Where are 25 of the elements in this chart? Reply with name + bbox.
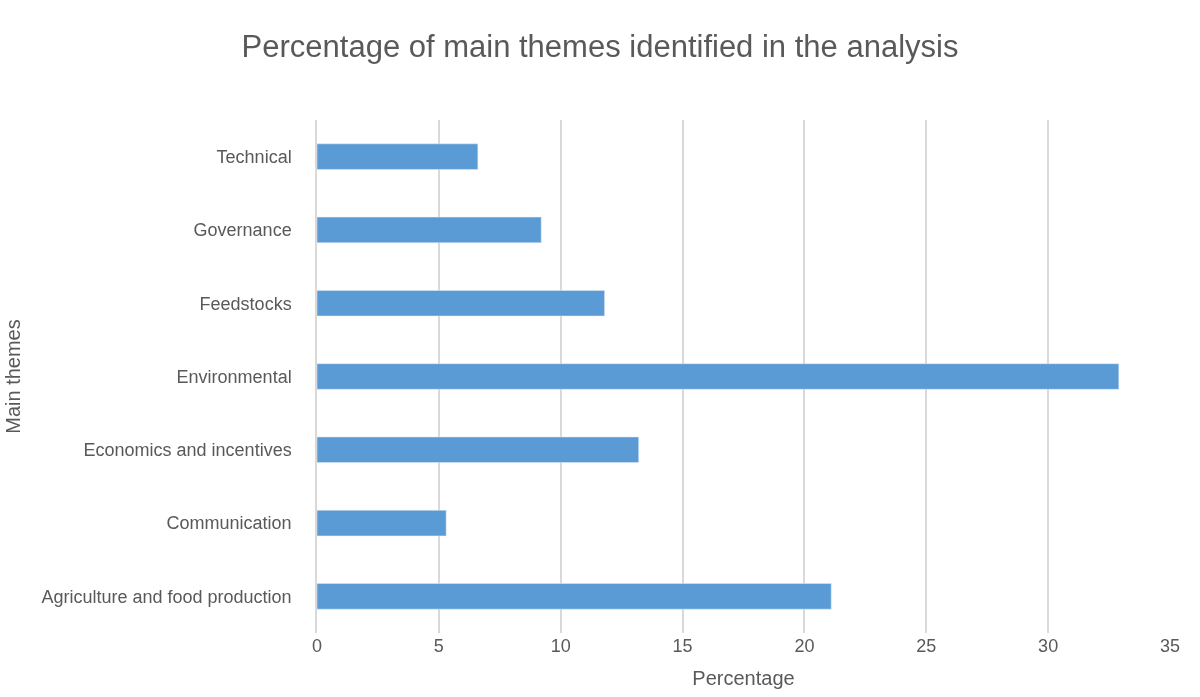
y-tick-label: Communication bbox=[166, 513, 292, 534]
bar bbox=[317, 216, 542, 243]
x-tick-label: 15 bbox=[672, 636, 693, 656]
x-tick-label: 30 bbox=[1038, 636, 1059, 656]
bar bbox=[317, 436, 639, 463]
x-tick-label: 20 bbox=[794, 636, 815, 656]
bar bbox=[317, 583, 832, 610]
bar bbox=[317, 143, 479, 170]
y-tick-label: Technical bbox=[216, 146, 292, 167]
y-axis-title: Main themes bbox=[2, 319, 25, 434]
y-tick-label: Feedstocks bbox=[199, 293, 292, 314]
x-tick-label: 25 bbox=[916, 636, 937, 656]
bar bbox=[317, 510, 447, 537]
x-tick-label: 5 bbox=[433, 636, 444, 656]
bar bbox=[317, 363, 1120, 390]
y-tick-label: Economics and incentives bbox=[83, 440, 292, 461]
y-tick-label: Agriculture and food production bbox=[41, 586, 292, 607]
x-tick-label: 0 bbox=[311, 636, 323, 656]
bar bbox=[317, 290, 605, 317]
y-tick-label: Environmental bbox=[176, 366, 292, 387]
x-axis-title: Percentage bbox=[692, 666, 795, 689]
chart-title: Percentage of main themes identified in the analysis bbox=[241, 28, 959, 64]
y-tick-label: Governance bbox=[193, 220, 292, 241]
x-tick-label: 10 bbox=[550, 636, 571, 656]
x-tick-label: 35 bbox=[1159, 636, 1181, 656]
